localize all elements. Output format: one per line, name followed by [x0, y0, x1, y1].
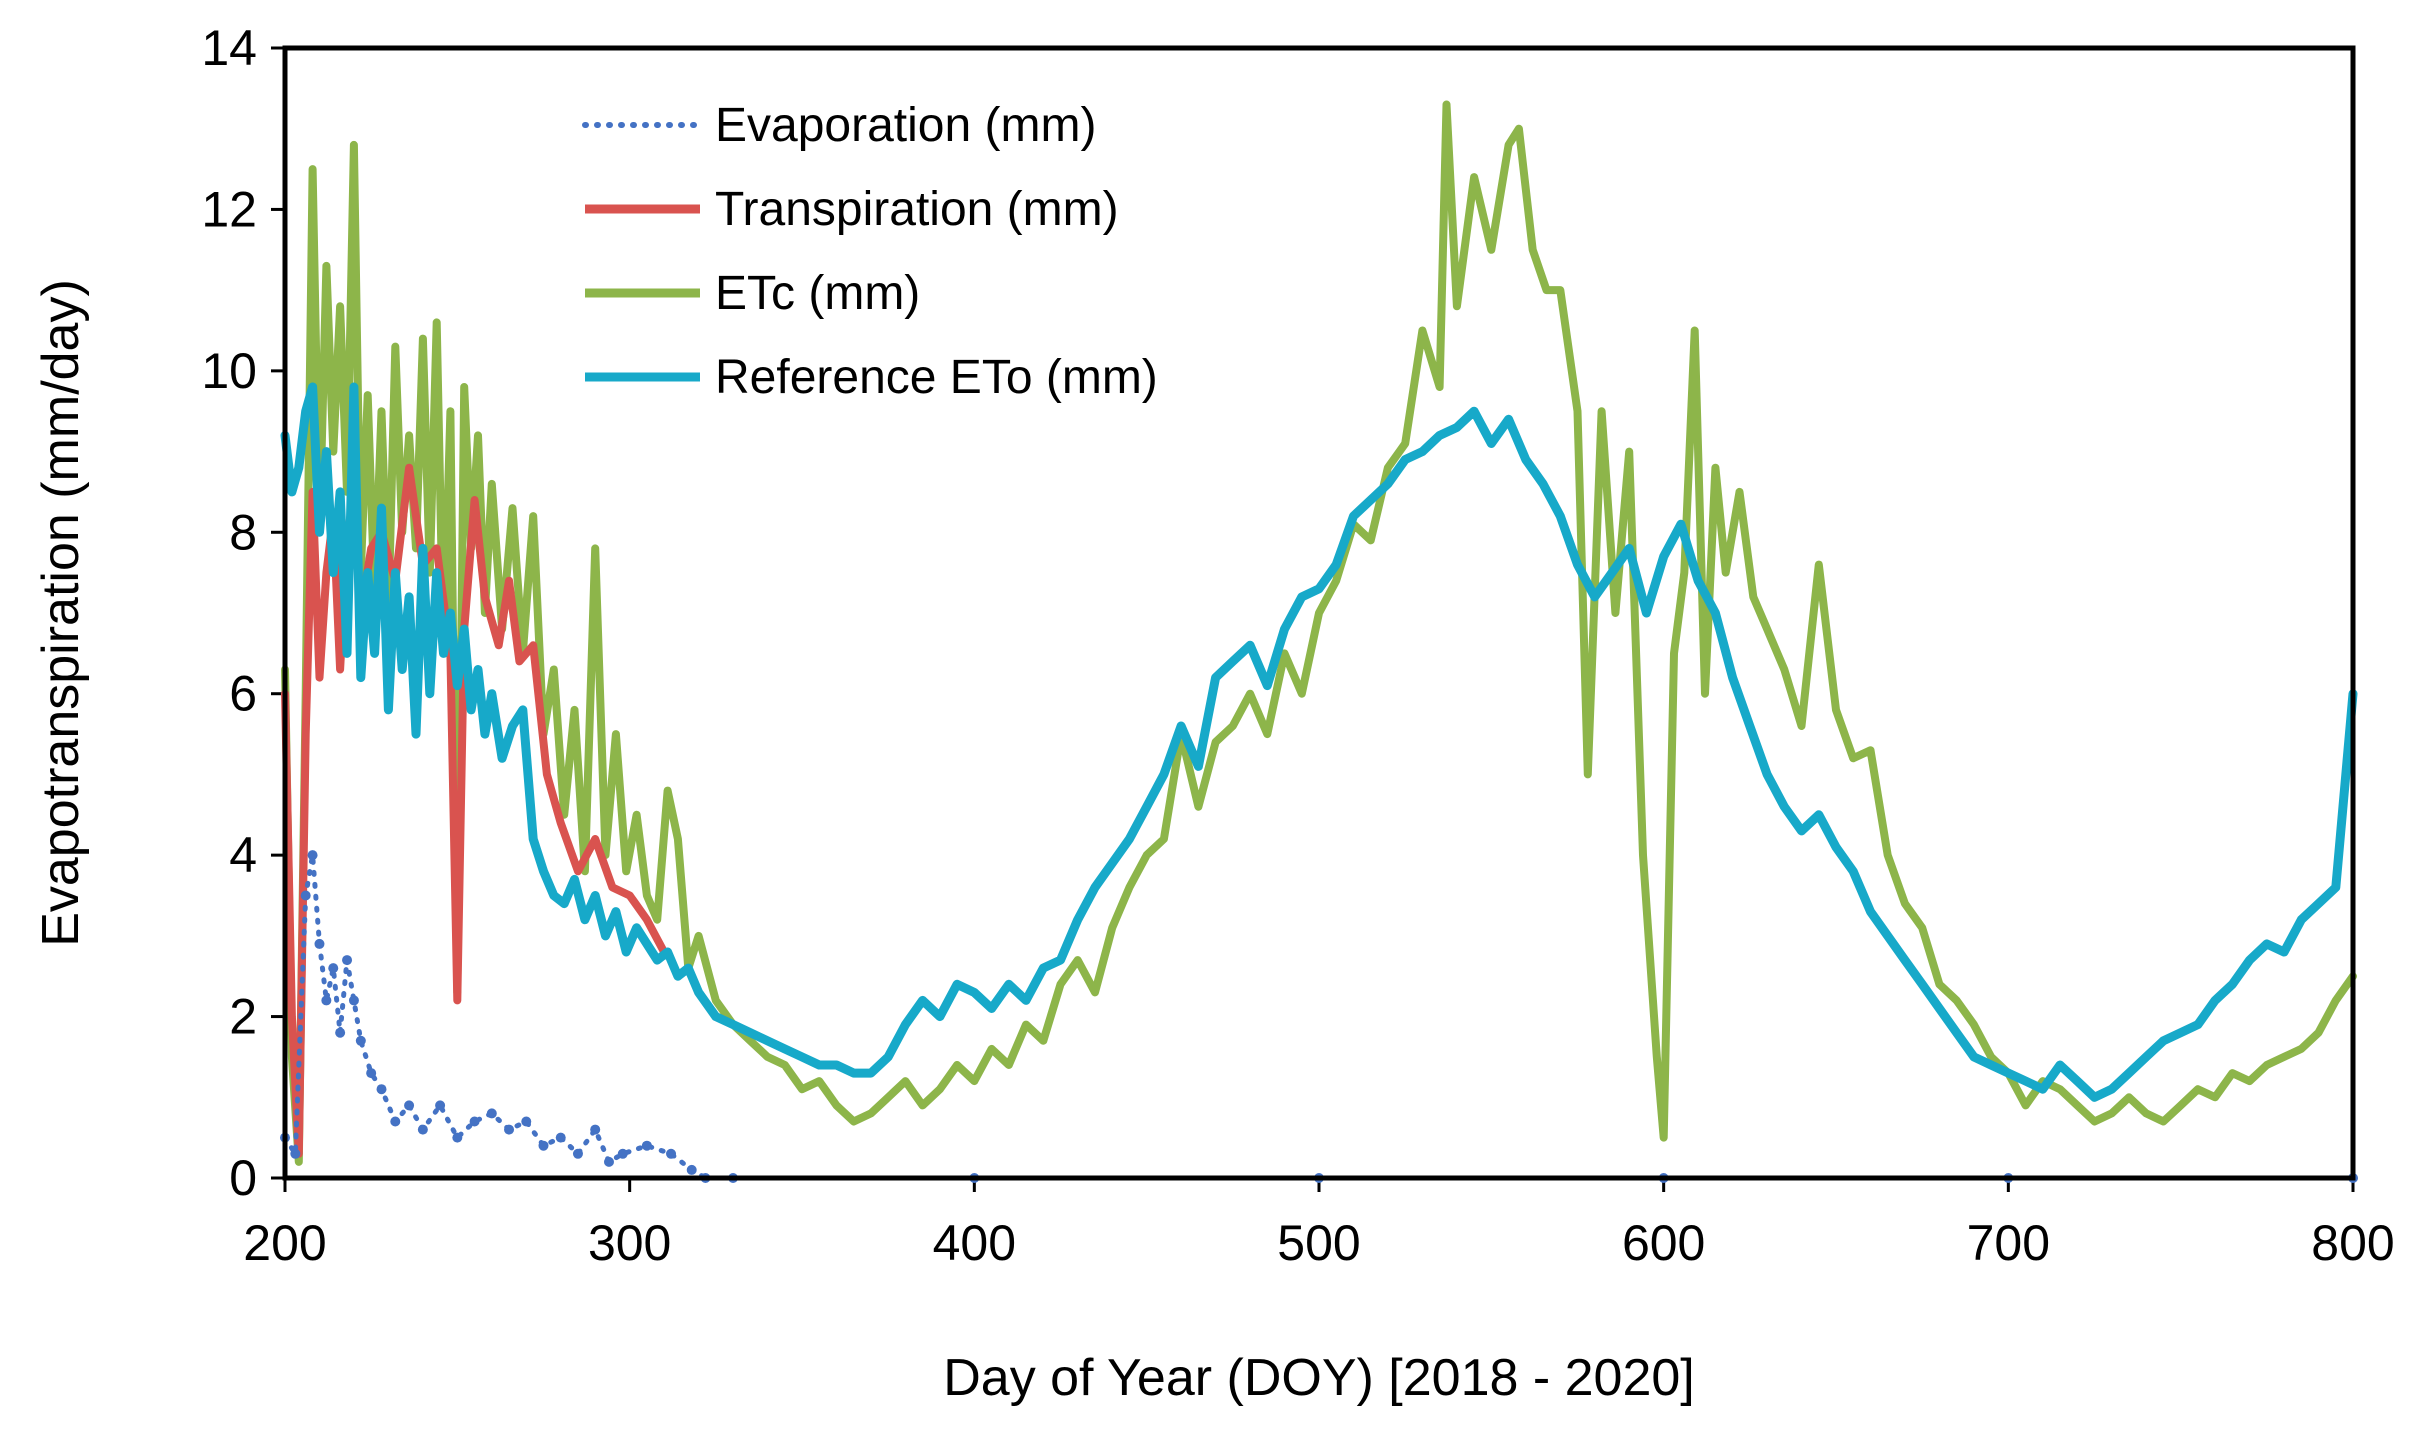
legend-item: Transpiration (mm): [585, 183, 1119, 236]
y-tick-label: 6: [229, 666, 257, 722]
x-tick-label: 800: [2311, 1215, 2394, 1271]
data-point: [307, 850, 318, 861]
legend-item: Evaporation (mm): [582, 99, 1096, 152]
legend-label: Transpiration (mm): [715, 183, 1119, 236]
y-tick-label: 10: [201, 343, 257, 399]
y-tick-label: 4: [229, 827, 257, 883]
x-tick-label: 700: [1967, 1215, 2050, 1271]
x-tick-label: 500: [1277, 1215, 1360, 1271]
plot-border: [282, 45, 2356, 1181]
legend-label: Evaporation (mm): [715, 99, 1096, 152]
legend-label: ETc (mm): [715, 267, 920, 320]
x-tick-label: 600: [1622, 1215, 1705, 1271]
y-tick-label: 2: [229, 989, 257, 1045]
x-tick-label: 300: [588, 1215, 671, 1271]
x-axis-title: Day of Year (DOY) [2018 - 2020]: [943, 1349, 1695, 1407]
y-tick-label: 14: [201, 20, 257, 76]
plot-frame: [282, 45, 2356, 1181]
y-tick-label: 8: [229, 504, 257, 560]
legend: Evaporation (mm) Transpiration (mm) ETc (m…: [582, 99, 1158, 404]
legend-item: ETc (mm): [585, 267, 920, 320]
x-tick-label: 200: [243, 1215, 326, 1271]
series-group: [280, 100, 2358, 1183]
x-tick-label: 400: [933, 1215, 1016, 1271]
series-line-transpiration-mm: [281, 463, 669, 1158]
y-tick-label: 0: [229, 1150, 257, 1206]
series-line-reference-eto-mm: [280, 382, 2358, 1102]
y-tick-label: 12: [201, 181, 257, 237]
legend-label: Reference ETo (mm): [715, 351, 1158, 404]
legend-item: Reference ETo (mm): [585, 351, 1158, 404]
y-axis-title: Evapotranspiration (mm/day): [32, 279, 90, 947]
